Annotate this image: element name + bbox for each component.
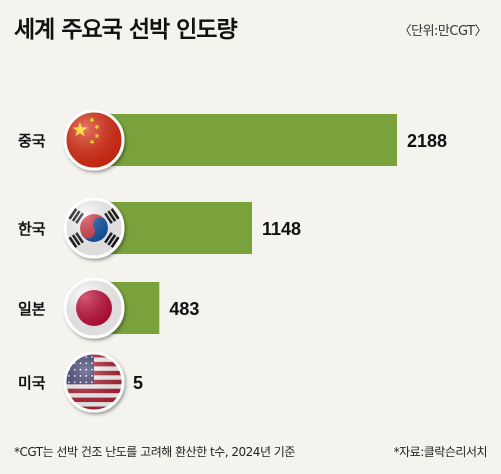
category-label-1: 한국 xyxy=(18,220,46,238)
japan-flag-icon xyxy=(63,277,125,339)
china-flag-icon xyxy=(63,109,125,171)
korea-flag-icon xyxy=(63,197,125,259)
value-label-3: 5 xyxy=(133,373,143,393)
chart-title: 세계 주요국 선박 인도량 xyxy=(14,17,238,43)
value-label-2: 483 xyxy=(169,299,199,319)
unit-label: 〈단위:만CGT〉 xyxy=(398,24,488,39)
category-label-3: 미국 xyxy=(18,374,46,392)
value-label-0: 2188 xyxy=(407,131,447,151)
category-label-2: 일본 xyxy=(18,300,46,318)
footnote: *CGT는 선박 건조 난도를 고려해 환산한 t수, 2024년 기준 xyxy=(14,445,295,459)
bar-0 xyxy=(92,114,397,166)
source-note: *자료:클락슨리서치 xyxy=(393,445,488,459)
usa-flag-icon xyxy=(63,351,125,413)
value-label-1: 1148 xyxy=(262,219,301,239)
category-label-0: 중국 xyxy=(18,132,46,150)
